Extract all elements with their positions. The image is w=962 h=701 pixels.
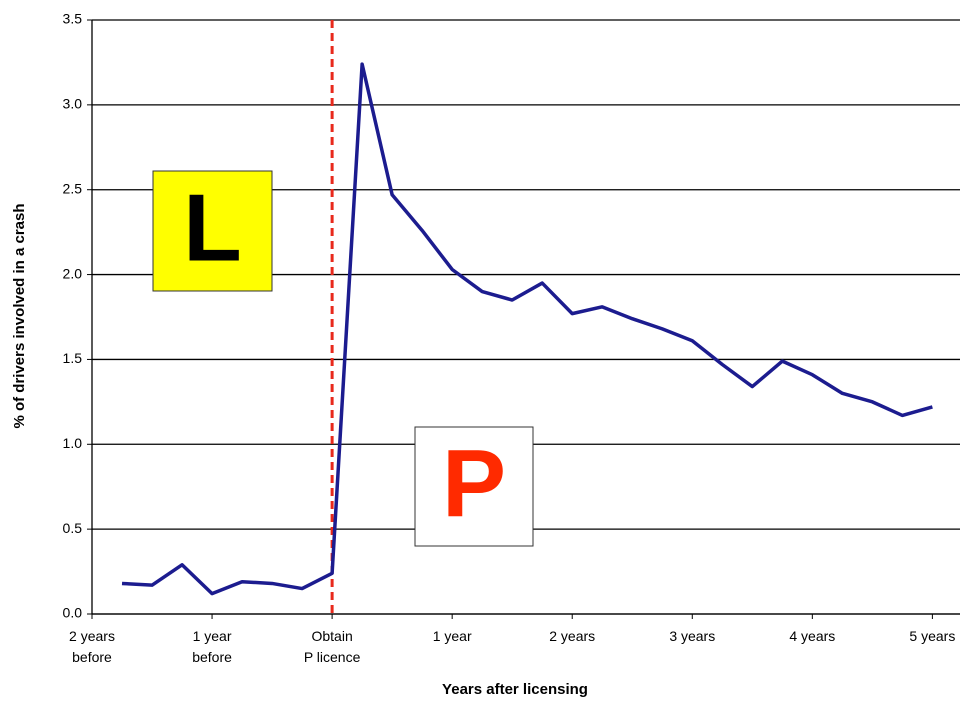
x-tick-label-line: before (192, 649, 232, 665)
x-tick-label: Obtain P licence (304, 628, 361, 665)
y-tick-label: 1.5 (63, 350, 83, 366)
x-axis-title: Years after licensing (442, 681, 588, 698)
x-tick-label-line: P licence (304, 649, 361, 665)
x-tick-label: 1 year (433, 628, 472, 644)
x-tick-label: 1 year before (192, 628, 232, 665)
y-tick-label: 0.0 (63, 605, 83, 621)
y-tick-label: 2.5 (63, 180, 83, 196)
x-tick-label: 3 years (669, 628, 715, 644)
x-tick-label-line: before (72, 649, 112, 665)
x-tick-label-line: 2 years (549, 628, 595, 644)
annotation-box (152, 170, 273, 292)
x-tick-label: 4 years (789, 628, 835, 644)
x-tick-label-line: 1 year (433, 628, 472, 644)
y-tick-label: 3.0 (63, 96, 83, 112)
y-tick-label: 1.0 (63, 435, 83, 451)
x-tick-label-line: 2 years (69, 628, 115, 644)
x-tick-label-line: 4 years (789, 628, 835, 644)
annotation-text: P (442, 430, 506, 537)
y-tick-label: 2.0 (63, 265, 83, 281)
x-tick-label: 2 years (549, 628, 595, 644)
data-line (121, 62, 933, 596)
y-axis-title: % of drivers involved in a crash (11, 203, 28, 428)
x-tick-label: 5 years (909, 628, 955, 644)
x-tick-label-line: Obtain (311, 628, 352, 644)
x-tick-label: 2 years before (69, 628, 115, 665)
x-tick-label-line: 5 years (909, 628, 955, 644)
annotation-box (414, 426, 534, 547)
x-tick-label-line: 3 years (669, 628, 715, 644)
annotation-text: L (183, 174, 242, 281)
y-tick-label: 0.5 (63, 520, 83, 536)
y-tick-label: 3.5 (63, 11, 83, 27)
x-tick-label-line: 1 year (193, 628, 232, 644)
